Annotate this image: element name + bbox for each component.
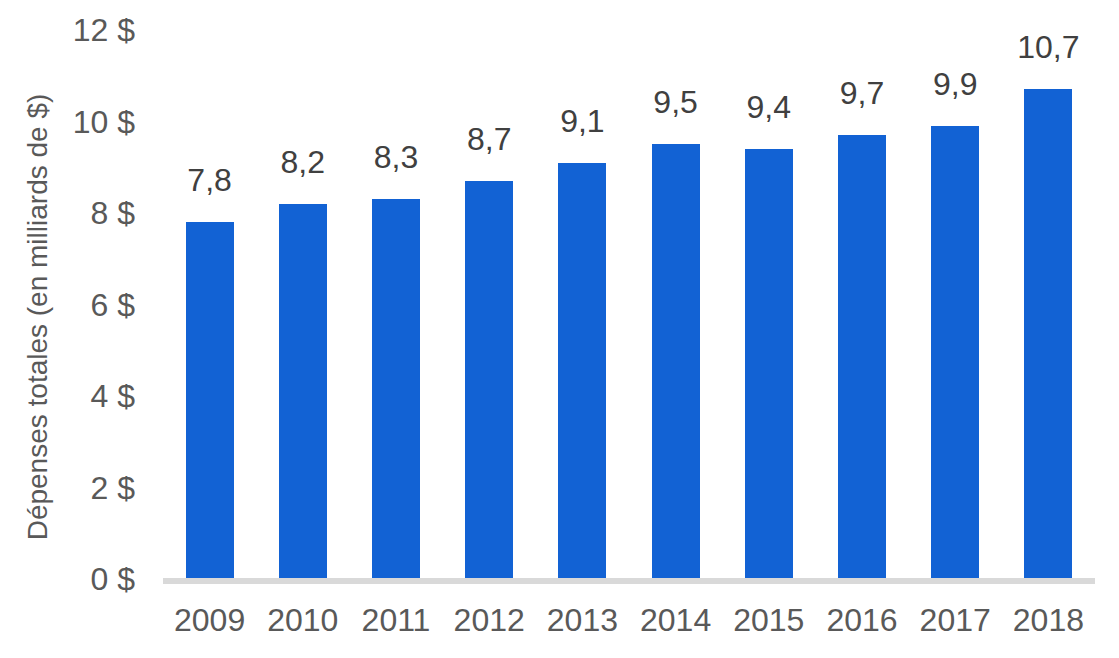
bar-value-label: 8,2 xyxy=(256,144,349,180)
bar-2015 xyxy=(745,149,793,578)
bar-2014 xyxy=(652,144,700,578)
bar-value-label: 10,7 xyxy=(1002,29,1095,65)
y-tick-label: 6 $ xyxy=(25,287,135,323)
bar-value-label: 9,4 xyxy=(722,89,815,125)
x-axis-line xyxy=(163,578,1095,584)
x-tick-label: 2018 xyxy=(1002,602,1095,638)
bar-2012 xyxy=(465,181,513,578)
bar-2018 xyxy=(1024,89,1072,578)
bar-2017 xyxy=(931,126,979,578)
x-tick-label: 2010 xyxy=(256,602,349,638)
bar-value-label: 8,3 xyxy=(349,139,442,175)
y-tick-label: 0 $ xyxy=(25,561,135,597)
x-tick-label: 2013 xyxy=(536,602,629,638)
y-tick-label: 8 $ xyxy=(25,195,135,231)
bar-2010 xyxy=(279,204,327,578)
x-tick-label: 2017 xyxy=(909,602,1002,638)
bar-value-label: 8,7 xyxy=(443,121,536,157)
bar-value-label: 9,1 xyxy=(536,103,629,139)
bar-2009 xyxy=(186,222,234,578)
bar-chart: Dépenses totales (en milliards de $) 0 $… xyxy=(0,0,1119,658)
bar-2011 xyxy=(372,199,420,578)
bar-2013 xyxy=(558,163,606,578)
x-tick-label: 2015 xyxy=(722,602,815,638)
y-tick-label: 2 $ xyxy=(25,470,135,506)
bar-value-label: 9,5 xyxy=(629,84,722,120)
x-tick-label: 2016 xyxy=(815,602,908,638)
x-tick-label: 2014 xyxy=(629,602,722,638)
x-tick-label: 2012 xyxy=(443,602,536,638)
x-tick-label: 2011 xyxy=(349,602,442,638)
y-tick-label: 10 $ xyxy=(25,104,135,140)
bar-value-label: 9,9 xyxy=(909,66,1002,102)
y-tick-label: 4 $ xyxy=(25,378,135,414)
y-tick-label: 12 $ xyxy=(25,12,135,48)
x-tick-label: 2009 xyxy=(163,602,256,638)
bar-value-label: 7,8 xyxy=(163,162,256,198)
bar-value-label: 9,7 xyxy=(815,75,908,111)
bar-2016 xyxy=(838,135,886,578)
